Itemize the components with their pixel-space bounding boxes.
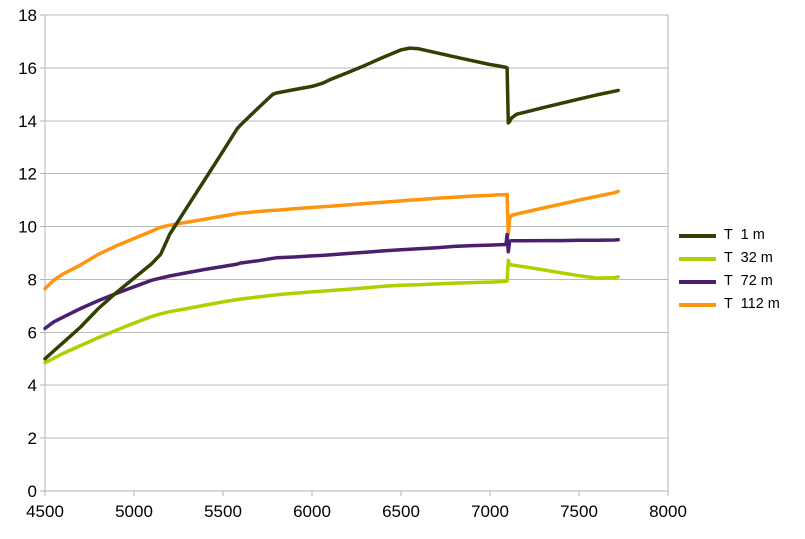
legend: T 1 m T 32 m T 72 m T 112 m [679, 224, 780, 316]
x-tick-label: 4500 [26, 502, 64, 521]
x-tick-label: 7000 [471, 502, 509, 521]
legend-item-t-32m: T 32 m [679, 247, 780, 270]
y-tick-label: 12 [18, 165, 37, 184]
legend-label-t-112m: T 112 m [724, 296, 780, 312]
series-line-t-72-m [43, 232, 620, 331]
x-tick-label: 8000 [649, 502, 687, 521]
legend-item-t-72m: T 72 m [679, 270, 780, 293]
series-line-t-32-m [43, 258, 620, 365]
legend-label-t-1m: T 1 m [724, 227, 765, 243]
y-tick-label: 2 [28, 429, 37, 448]
y-tick-label: 14 [18, 112, 37, 131]
y-tick-label: 0 [28, 482, 37, 501]
y-tick-label: 18 [18, 6, 37, 25]
x-tick-label: 6500 [382, 502, 420, 521]
legend-swatch-t-32m [679, 256, 716, 261]
x-tick-label: 5000 [115, 502, 153, 521]
legend-label-t-32m: T 32 m [724, 250, 773, 266]
y-tick-label: 16 [18, 59, 37, 78]
legend-item-t-112m: T 112 m [679, 293, 780, 316]
legend-swatch-t-112m [679, 302, 716, 307]
y-tick-label: 10 [18, 218, 37, 237]
x-tick-label: 6000 [293, 502, 331, 521]
series-line-t-112-m [43, 189, 620, 291]
legend-swatch-t-1m [679, 233, 716, 238]
x-tick-label: 7500 [560, 502, 598, 521]
y-tick-label: 6 [28, 323, 37, 342]
x-tick-label: 5500 [204, 502, 242, 521]
legend-swatch-t-72m [679, 279, 716, 284]
y-tick-label: 8 [28, 270, 37, 289]
y-tick-label: 4 [28, 376, 37, 395]
legend-label-t-72m: T 72 m [724, 273, 773, 289]
series-line-t-1-m [43, 46, 620, 361]
legend-item-t-1m: T 1 m [679, 224, 780, 247]
